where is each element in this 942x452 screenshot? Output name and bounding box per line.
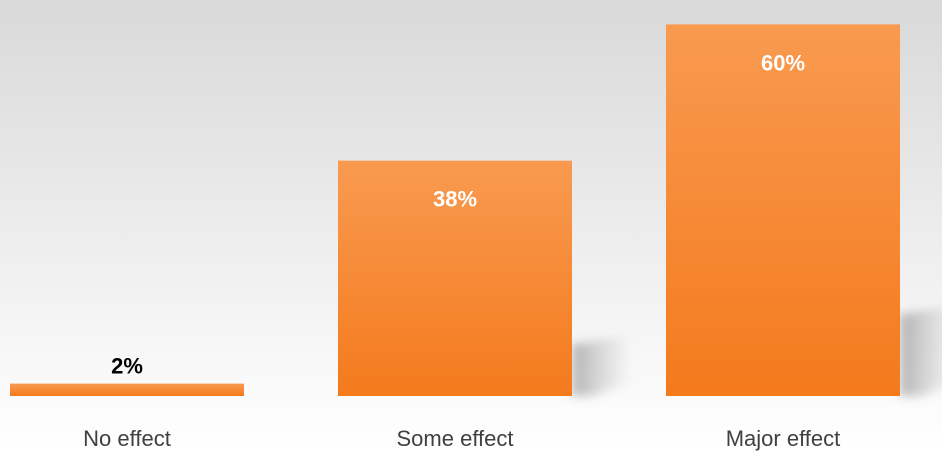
bar-some-effect	[338, 160, 572, 396]
bar-major-effect	[666, 24, 900, 397]
category-label: No effect	[83, 426, 171, 451]
bar-shadows	[572, 308, 942, 396]
bar-shadow	[572, 336, 632, 396]
value-label: 38%	[433, 187, 477, 212]
bars	[10, 24, 900, 397]
category-label: Some effect	[397, 426, 514, 451]
value-label: 2%	[111, 354, 143, 379]
value-label: 60%	[761, 50, 805, 75]
bar-no-effect	[10, 383, 244, 396]
bar-shadow	[900, 308, 942, 396]
category-labels: No effect Some effect Major effect	[83, 426, 840, 451]
category-label: Major effect	[726, 426, 841, 451]
value-labels: 2% 38% 60%	[111, 50, 805, 378]
